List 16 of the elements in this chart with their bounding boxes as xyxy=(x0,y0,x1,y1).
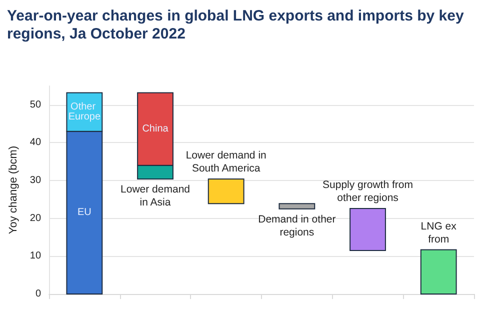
x-tick-label: Lower demand in South America xyxy=(186,150,267,175)
x-tick-label: Demand in other regions xyxy=(258,213,336,238)
y-tick-label: 10 xyxy=(30,250,42,262)
x-tick-label: Lower demand in Asia xyxy=(120,184,190,209)
y-tick-label: 20 xyxy=(30,212,42,224)
y-tick-label: 40 xyxy=(30,137,42,148)
y-axis-title: Yoy change (bcm) xyxy=(8,146,20,234)
series-label: EU xyxy=(77,207,92,218)
series-label: China xyxy=(142,124,169,135)
y-tick-label: 50 xyxy=(30,99,42,110)
x-tick-label: Supply growth from other regions xyxy=(322,179,414,204)
y-tick-label: 0 xyxy=(35,288,42,300)
y-tick-label: 30 xyxy=(30,175,42,186)
x-tick-label: LNG ex from xyxy=(420,220,458,246)
chart-title: Year-on-year changes in global LNG exports and imports by key regions, Ja October 2022 xyxy=(7,8,468,42)
series-label: Other Europe xyxy=(68,102,101,123)
